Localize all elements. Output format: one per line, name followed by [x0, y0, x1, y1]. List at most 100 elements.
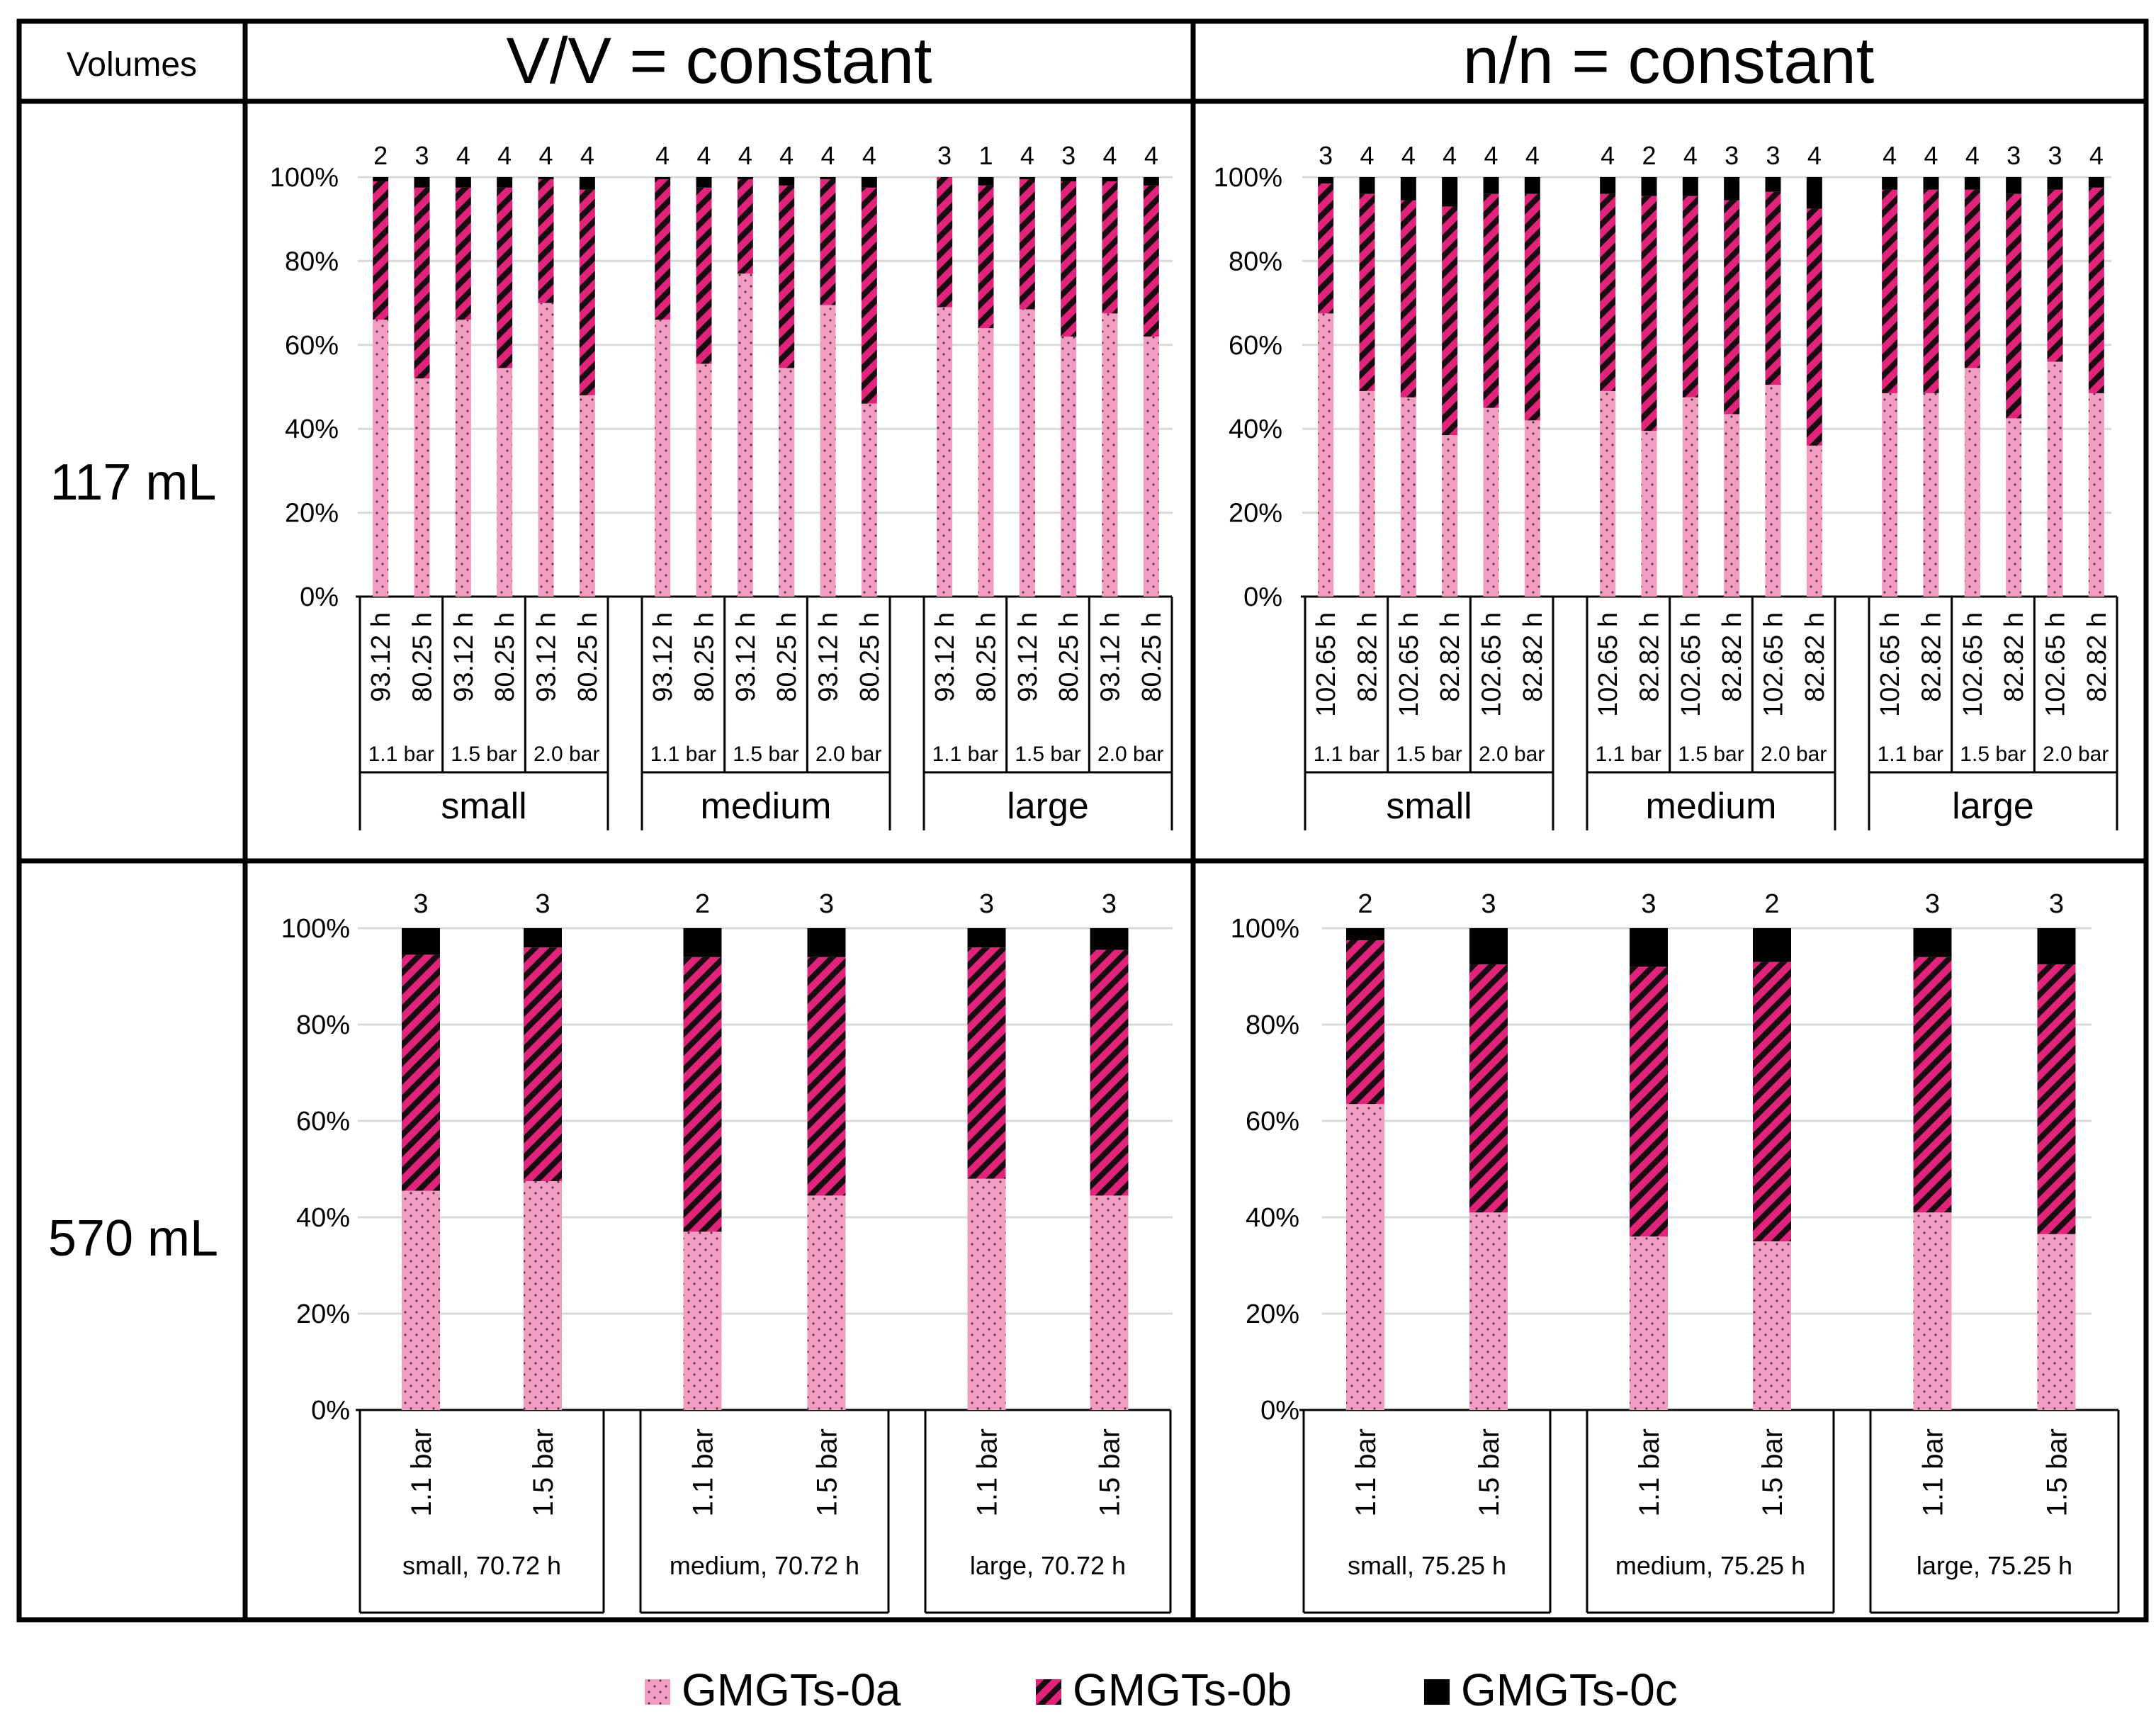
legend: GMGTs-0a GMGTs-0b GMGTs-0c: [645, 1664, 1678, 1715]
bar-segment-gmgts-0c: [455, 177, 471, 188]
legend-swatch-gmgts-0b: [1036, 1679, 1061, 1705]
sample-count-label: 4: [1144, 141, 1158, 170]
sample-count-label: 4: [1525, 141, 1540, 170]
bar-segment-gmgts-0b: [978, 185, 994, 329]
bar-segment-gmgts-0b: [1400, 200, 1416, 397]
bar-segment-gmgts-0b: [579, 189, 595, 395]
bar-segment-gmgts-0a: [579, 395, 595, 597]
bar-segment-gmgts-0c: [683, 928, 722, 957]
bar-segment-gmgts-0c: [655, 177, 671, 179]
time-tick-label: 102.65 h: [1759, 612, 1789, 717]
bar-segment-gmgts-0c: [1061, 177, 1077, 181]
bar-segment-gmgts-0a: [2006, 418, 2022, 597]
y-tick-label: 60%: [296, 1107, 350, 1136]
bar-segment-gmgts-0b: [1913, 957, 1952, 1213]
time-tick-label: 93.12 h: [648, 612, 678, 702]
pressure-label: 2.0 bar: [815, 743, 881, 766]
y-tick-label: 60%: [1246, 1107, 1299, 1136]
time-tick-label: 102.65 h: [1394, 612, 1424, 717]
y-tick-label: 0%: [311, 1396, 350, 1426]
size-time-group-label: medium, 75.25 h: [1615, 1551, 1805, 1580]
pressure-tick-label: 1.1 bar: [972, 1428, 1003, 1517]
bar-segment-gmgts-0a: [1806, 445, 1822, 597]
sample-count-label: 3: [1725, 141, 1739, 170]
sample-count-label: 3: [2007, 141, 2021, 170]
bar-segment-gmgts-0b: [1469, 964, 1508, 1213]
time-tick-label: 80.25 h: [855, 612, 885, 702]
pressure-label: 1.1 bar: [932, 743, 998, 766]
pressure-tick-label: 1.5 bar: [1474, 1428, 1505, 1517]
time-tick-label: 82.82 h: [1635, 612, 1665, 702]
bar-segment-gmgts-0b: [1019, 179, 1035, 310]
sample-count-label: 4: [456, 141, 470, 170]
bar-segment-gmgts-0c: [1359, 177, 1375, 194]
sample-count-label: 4: [1883, 141, 1897, 170]
volumes-header: Volumes: [67, 46, 197, 84]
time-tick-label: 82.82 h: [1800, 612, 1830, 702]
pressure-tick-label: 1.5 bar: [812, 1428, 843, 1517]
bar-segment-gmgts-0b: [1318, 183, 1334, 314]
bar-segment-gmgts-0b: [497, 187, 513, 368]
bar-segment-gmgts-0c: [1102, 177, 1118, 181]
bar-segment-gmgts-0c: [373, 177, 389, 181]
y-tick-label: 60%: [285, 331, 339, 361]
time-tick-label: 82.82 h: [1353, 612, 1383, 702]
pressure-tick-label: 1.5 bar: [1757, 1428, 1788, 1517]
bar-segment-gmgts-0c: [1641, 177, 1657, 196]
bar-segment-gmgts-0b: [373, 181, 389, 320]
sample-count-label: 4: [1601, 141, 1615, 170]
bar-segment-gmgts-0a: [696, 363, 712, 597]
bar-segment-gmgts-0a: [1469, 1212, 1508, 1410]
y-tick-label: 20%: [285, 499, 339, 529]
time-tick-label: 80.25 h: [1054, 612, 1084, 702]
time-tick-label: 93.12 h: [1096, 612, 1126, 702]
sample-count-label: 4: [1401, 141, 1416, 170]
time-tick-label: 102.65 h: [1477, 612, 1507, 717]
bar-segment-gmgts-0b: [1143, 185, 1159, 337]
time-tick-label: 93.12 h: [1013, 612, 1043, 702]
bar-segment-gmgts-0a: [820, 305, 836, 597]
time-tick-label: 93.12 h: [930, 612, 960, 702]
bar-segment-gmgts-0a: [1923, 393, 1939, 597]
pressure-tick-label: 1.1 bar: [1918, 1428, 1949, 1517]
sample-count-label: 4: [1102, 141, 1117, 170]
y-tick-label: 60%: [1229, 331, 1282, 361]
size-group-label: medium: [1646, 786, 1777, 827]
pressure-label: 1.1 bar: [650, 743, 716, 766]
pressure-label: 1.5 bar: [733, 743, 798, 766]
pressure-tick-label: 1.1 bar: [1634, 1428, 1665, 1517]
sample-count-label: 3: [937, 141, 952, 170]
bar-segment-gmgts-0c: [737, 177, 753, 179]
bar-segment-gmgts-0b: [696, 187, 712, 364]
time-tick-label: 93.12 h: [449, 612, 479, 702]
size-time-group-label: small, 75.25 h: [1348, 1551, 1506, 1580]
size-group-label: medium: [701, 786, 832, 827]
bar-segment-gmgts-0c: [1964, 177, 1980, 190]
bar-segment-gmgts-0a: [1524, 420, 1540, 597]
y-tick-label: 20%: [1229, 499, 1282, 529]
bar-segment-gmgts-0c: [402, 928, 440, 955]
bar-segment-gmgts-0c: [1600, 177, 1616, 194]
bar-segment-gmgts-0b: [1753, 961, 1791, 1241]
y-tick-label: 20%: [296, 1299, 350, 1329]
bar-segment-gmgts-0b: [1442, 206, 1458, 436]
bar-segment-gmgts-0a: [1964, 368, 1980, 597]
bar-segment-gmgts-0b: [2088, 187, 2104, 393]
pressure-label: 1.5 bar: [1678, 743, 1744, 766]
sample-count-label: 3: [1319, 141, 1333, 170]
bar-segment-gmgts-0c: [1630, 928, 1668, 967]
bar-segment-gmgts-0b: [414, 187, 430, 379]
bar-segment-gmgts-0a: [497, 368, 513, 597]
bar-segment-gmgts-0c: [779, 177, 795, 186]
pressure-label: 1.1 bar: [1596, 743, 1661, 766]
bar-segment-gmgts-0a: [1061, 336, 1077, 597]
vv-column-title: V/V = constant: [507, 25, 932, 97]
bar-segment-gmgts-0a: [1913, 1212, 1952, 1410]
sample-count-label: 4: [538, 141, 553, 170]
time-tick-label: 80.25 h: [972, 612, 1002, 702]
bar-segment-gmgts-0a: [1143, 336, 1159, 597]
bar-segment-gmgts-0b: [1806, 208, 1822, 446]
pressure-label: 1.5 bar: [1960, 743, 2026, 766]
